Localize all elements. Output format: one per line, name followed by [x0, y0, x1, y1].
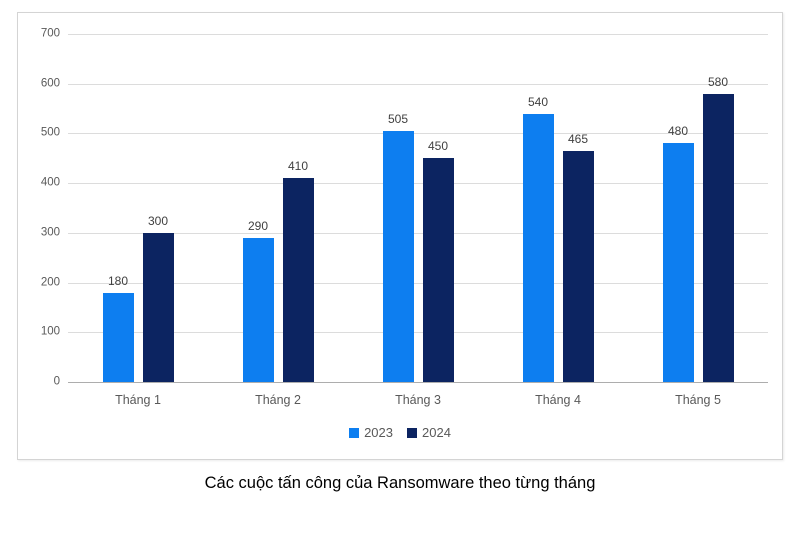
gridline-100 — [68, 332, 768, 334]
bar-2023-3 — [382, 130, 414, 382]
legend-label-2024: 2024 — [422, 425, 451, 440]
value-label-2023-5: 480 — [667, 124, 689, 139]
gridline-500 — [68, 133, 768, 135]
x-axis-label-2: Tháng 2 — [255, 393, 301, 407]
y-tick-label-700: 700 — [40, 27, 60, 40]
value-label-2023-4: 540 — [527, 94, 549, 109]
legend-label-2023: 2023 — [364, 425, 393, 440]
value-label-2024-4: 465 — [567, 131, 589, 146]
y-tick-label-200: 200 — [40, 275, 60, 288]
y-tick-label-0: 0 — [53, 375, 60, 388]
plot-area: 180 300 290 410 505 450 540 465 480 580 — [68, 34, 768, 383]
value-label-2023-3: 505 — [387, 111, 409, 126]
bar-2024-2 — [282, 178, 314, 382]
bar-group-5: 480 580 — [628, 34, 768, 382]
x-axis-label-4: Tháng 4 — [535, 393, 581, 407]
legend-swatch-2023 — [349, 427, 360, 438]
y-tick-label-500: 500 — [40, 126, 60, 139]
bar-2024-5 — [702, 93, 734, 382]
bar-2023-1 — [102, 292, 134, 382]
value-label-2024-5: 580 — [707, 74, 729, 89]
gridline-600 — [68, 83, 768, 85]
x-axis-label-1: Tháng 1 — [115, 393, 161, 407]
y-tick-label-100: 100 — [40, 325, 60, 338]
gridline-400 — [68, 183, 768, 185]
x-axis-label-3: Tháng 3 — [395, 393, 441, 407]
y-tick-label-400: 400 — [40, 176, 60, 189]
gridline-300 — [68, 232, 768, 234]
bar-group-3: 505 450 — [348, 34, 488, 382]
x-axis-label-5: Tháng 5 — [675, 393, 721, 407]
bar-group-2: 290 410 — [208, 34, 348, 382]
bar-2024-1 — [142, 232, 174, 382]
legend: 2023 2024 — [18, 426, 782, 439]
value-label-2023-2: 290 — [247, 218, 269, 233]
value-label-2023-1: 180 — [107, 273, 129, 288]
chart-title: Các cuộc tấn công của Ransomware theo từ… — [204, 474, 596, 492]
gridline-200 — [68, 282, 768, 284]
legend-swatch-2024 — [407, 427, 417, 438]
value-label-2024-3: 450 — [427, 139, 449, 154]
bar-group-1: 180 300 — [68, 34, 208, 382]
bar-2023-5 — [662, 143, 694, 382]
y-tick-label-300: 300 — [40, 226, 60, 239]
y-tick-label-600: 600 — [40, 76, 60, 89]
bar-2024-3 — [422, 158, 454, 382]
legend-item-2023: 2023 — [349, 426, 393, 439]
legend-item-2024: 2024 — [407, 426, 451, 439]
bar-2023-4 — [522, 113, 554, 382]
bar-2023-2 — [242, 237, 274, 382]
gridline-700 — [68, 34, 768, 35]
value-label-2024-1: 300 — [147, 213, 169, 228]
chart-frame: 180 300 290 410 505 450 540 465 480 580 2023 2024 … — [17, 12, 783, 460]
value-label-2024-2: 410 — [287, 159, 309, 174]
gridline-0 — [68, 382, 768, 383]
bar-2024-4 — [562, 150, 594, 382]
bar-group-4: 540 465 — [488, 34, 628, 382]
